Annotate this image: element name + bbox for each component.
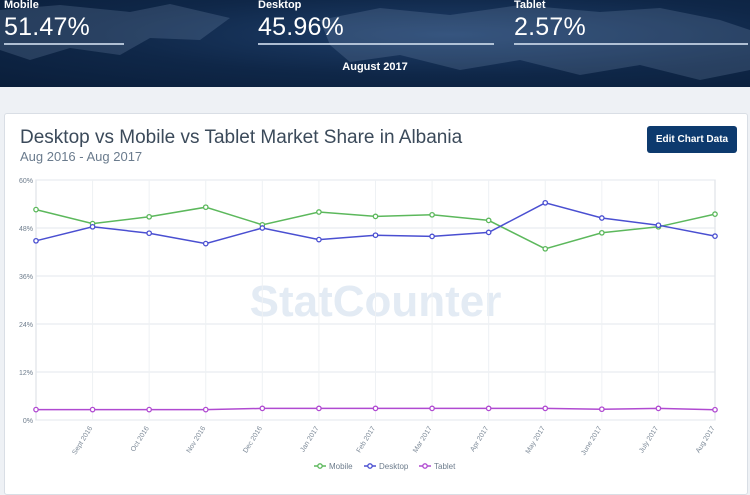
- y-tick-label: 0%: [23, 418, 33, 425]
- tablet-legend-marker[interactable]: [422, 463, 428, 469]
- mobile-point: [372, 213, 379, 220]
- tablet-point: [372, 405, 379, 412]
- chart-subtitle: Aug 2016 - Aug 2017: [20, 149, 143, 164]
- tablet-stat: Tablet 2.57%: [514, 0, 748, 45]
- x-tick-label: Dec 2016: [242, 425, 264, 454]
- x-tick-label: Sept 2016: [71, 425, 94, 456]
- desktop-point: [89, 223, 96, 230]
- desktop-point: [259, 225, 266, 231]
- desktop-point: [485, 229, 492, 236]
- desktop-point: [655, 222, 662, 229]
- y-tick-label: 36%: [19, 274, 33, 281]
- chart-title: Desktop vs Mobile vs Tablet Market Share…: [20, 127, 463, 148]
- mobile-legend-marker[interactable]: [317, 463, 323, 469]
- tablet-point: [33, 406, 39, 413]
- desktop-legend-label[interactable]: Desktop: [379, 462, 409, 471]
- x-tick-label: July 2017: [638, 425, 660, 454]
- mobile-stat-underline: [4, 43, 124, 45]
- mobile-point: [598, 229, 605, 236]
- tablet-point: [542, 405, 549, 412]
- mobile-point: [316, 209, 322, 215]
- mobile-point: [202, 204, 209, 211]
- tablet-point: [712, 406, 718, 413]
- x-tick-label: Feb 2017: [356, 425, 378, 454]
- mobile-point: [429, 211, 435, 218]
- x-tick-label: May 2017: [525, 425, 547, 455]
- mobile-stat-label: Mobile: [4, 0, 39, 11]
- x-tick-label: Oct 2016: [130, 425, 151, 453]
- tablet-point: [202, 406, 209, 413]
- mobile-point: [712, 211, 718, 217]
- edit-chart-data-button[interactable]: Edit Chart Data: [647, 126, 737, 153]
- x-tick-label: Aug 2017: [695, 425, 717, 454]
- x-tick-label: Mar 2017: [412, 425, 434, 454]
- chart-card: Desktop vs Mobile vs Tablet Market Share…: [4, 113, 748, 495]
- mobile-point: [542, 245, 549, 252]
- desktop-point: [33, 237, 39, 244]
- desktop-stat-label: Desktop: [258, 0, 302, 11]
- desktop-point: [542, 199, 549, 206]
- desktop-point: [598, 215, 605, 221]
- y-tick-label: 60%: [19, 178, 33, 185]
- desktop-legend-marker[interactable]: [367, 463, 373, 469]
- desktop-point: [372, 232, 379, 239]
- x-tick-label: Nov 2016: [186, 425, 208, 454]
- mobile-point: [33, 206, 39, 213]
- summary-banner: Mobile 51.47% Desktop 45.96% Tablet 2.57…: [0, 0, 750, 87]
- tablet-point: [598, 406, 605, 413]
- y-tick-label: 24%: [19, 322, 33, 329]
- desktop-point: [316, 236, 322, 243]
- desktop-point: [202, 240, 209, 247]
- tablet-stat-label: Tablet: [514, 0, 546, 11]
- y-tick-label: 48%: [19, 226, 33, 233]
- tablet-stat-value: 2.57%: [514, 13, 586, 41]
- mobile-point: [146, 213, 153, 220]
- tablet-point: [655, 405, 662, 412]
- mobile-point: [485, 217, 492, 224]
- tablet-point: [485, 405, 492, 412]
- desktop-point: [712, 233, 718, 240]
- period-label: August 2017: [342, 61, 408, 73]
- x-tick-label: Jan 2017: [299, 425, 320, 453]
- desktop-stat-underline: [258, 43, 494, 45]
- desktop-point: [429, 233, 435, 240]
- x-tick-label: Apr 2017: [469, 425, 490, 453]
- tablet-point: [146, 406, 153, 413]
- tablet-point: [259, 405, 266, 412]
- desktop-stat: Desktop 45.96%: [258, 0, 494, 45]
- tablet-point: [316, 405, 322, 412]
- tablet-point: [89, 406, 96, 413]
- x-tick-label: June 2017: [580, 425, 603, 457]
- tablet-stat-underline: [514, 43, 748, 45]
- mobile-stat: Mobile 51.47%: [4, 0, 124, 45]
- desktop-stat-value: 45.96%: [258, 13, 344, 41]
- y-tick-label: 12%: [19, 370, 33, 377]
- tablet-point: [429, 405, 435, 412]
- world-map-background: [0, 4, 750, 80]
- tablet-legend-label[interactable]: Tablet: [434, 462, 456, 471]
- mobile-stat-value: 51.47%: [4, 13, 90, 41]
- desktop-point: [146, 230, 153, 237]
- mobile-legend-label[interactable]: Mobile: [329, 462, 353, 471]
